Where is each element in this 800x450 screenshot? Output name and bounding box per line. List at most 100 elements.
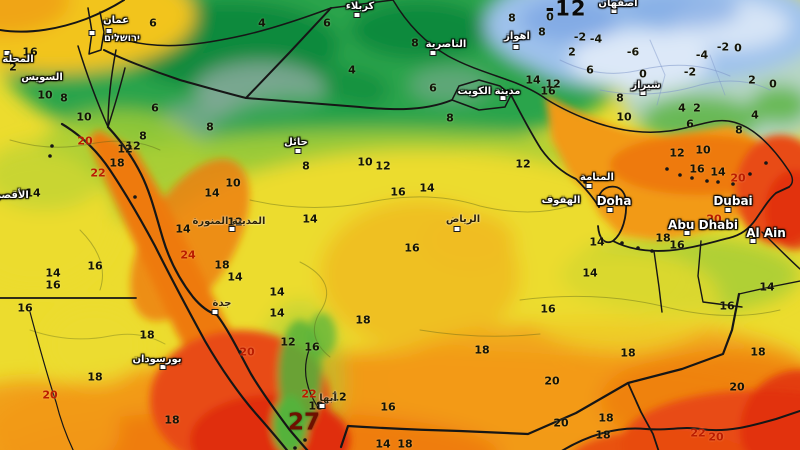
city-label: كربلاء: [345, 1, 375, 12]
temp-label: 6: [429, 81, 437, 95]
temp-label: 20: [729, 380, 745, 394]
city-marker: [159, 364, 167, 370]
city-marker: [724, 207, 732, 213]
city-label: الهفوف: [541, 195, 581, 206]
temp-label: 18: [595, 428, 611, 442]
temp-label: 18: [214, 258, 230, 272]
city-marker: [3, 50, 11, 56]
city-marker: [294, 148, 302, 154]
temp-label: 16: [390, 185, 406, 199]
city-marker: [749, 238, 757, 244]
city-marker: [453, 226, 461, 232]
temp-label: 18: [355, 313, 371, 327]
city-marker: [610, 8, 618, 14]
temp-label: 12: [125, 139, 141, 153]
temp-label: -12: [545, 0, 587, 21]
temp-label: 20: [553, 416, 569, 430]
temp-label: 24: [180, 248, 196, 262]
temp-label: 0: [769, 77, 777, 91]
temp-label: 12: [375, 159, 391, 173]
city-label: بورسودان: [132, 354, 182, 365]
city-label: المنامة: [580, 172, 614, 183]
temp-label: 14: [269, 306, 285, 320]
temp-label: 6: [149, 16, 157, 30]
temp-label: 16: [689, 162, 705, 176]
city-label: Dubai: [713, 194, 753, 208]
temp-label: 6: [686, 117, 694, 131]
city-marker: [585, 183, 593, 189]
temp-label: 16: [380, 400, 396, 414]
city-marker: [639, 90, 647, 96]
temp-label: 14: [375, 437, 391, 450]
temp-label: -4: [589, 32, 603, 46]
temp-label: 16: [404, 241, 420, 255]
temp-label: 8: [446, 111, 454, 125]
city-label: جدة: [212, 298, 232, 309]
temp-label: 10: [695, 143, 711, 157]
city-label: ירושלים: [104, 33, 140, 44]
city-label: المدينة المنورة: [192, 216, 266, 227]
temp-label: 18: [308, 399, 324, 413]
city-marker: [683, 230, 691, 236]
temp-label: 22: [301, 387, 317, 401]
city-label: Doha: [596, 194, 632, 208]
temp-label: 18: [750, 345, 766, 359]
temp-label: 16: [22, 45, 38, 59]
temp-label: 4: [751, 108, 759, 122]
temp-label: 14: [582, 266, 598, 280]
city-marker: [512, 44, 520, 50]
temp-label: 22: [690, 426, 706, 440]
temp-label: 20: [42, 388, 58, 402]
temp-label: 20: [77, 134, 93, 148]
city-label: الناصرية: [425, 39, 467, 50]
temp-label: 14: [525, 73, 541, 87]
temp-label: 14: [269, 285, 285, 299]
temp-label: 20: [239, 345, 255, 359]
temp-label: 12: [545, 77, 561, 91]
temp-label: 16: [540, 302, 556, 316]
temp-label: 14: [45, 266, 61, 280]
temp-label: 8: [139, 129, 147, 143]
city-label: أبها: [319, 393, 337, 404]
city-marker: [318, 403, 326, 409]
temp-label: 16: [45, 278, 61, 292]
temp-label: 12: [280, 335, 296, 349]
city-marker: [353, 12, 361, 18]
temp-label: 2: [568, 45, 576, 59]
temp-label: 0: [734, 41, 742, 55]
temp-label: 27: [287, 409, 321, 436]
temp-label: 0: [639, 67, 647, 81]
temp-label: -2: [683, 65, 697, 79]
temp-label: 14: [25, 186, 41, 200]
city-label: أصفهان: [598, 0, 638, 9]
city-marker: [228, 226, 236, 232]
city-marker: [499, 95, 507, 101]
city-label: حائل: [284, 137, 308, 148]
temp-label: 14: [589, 235, 605, 249]
temp-label: 20: [544, 374, 560, 388]
temp-label: 2: [693, 101, 701, 115]
city-label: الرياض: [445, 214, 481, 225]
temp-label: 12: [117, 142, 133, 156]
city-label: المحلة: [2, 54, 34, 65]
coastal-town-dots: [48, 89, 768, 450]
temp-label: 10: [76, 110, 92, 124]
isotherm-contours: [9, 39, 781, 358]
temp-label: -2: [716, 40, 730, 54]
temp-label: 18: [87, 370, 103, 384]
temp-label: 14: [227, 270, 243, 284]
temp-label: 18: [620, 346, 636, 360]
temp-label: 14: [710, 165, 726, 179]
temp-label: 2: [9, 60, 17, 74]
temp-label: 18: [655, 231, 671, 245]
temp-label: 8: [538, 25, 546, 39]
temp-label: 16: [87, 259, 103, 273]
temp-label: 10: [225, 176, 241, 190]
temp-label: -4: [695, 48, 709, 62]
temp-label: 8: [735, 123, 743, 137]
temp-label: 16: [304, 340, 320, 354]
temp-label: 18: [598, 411, 614, 425]
